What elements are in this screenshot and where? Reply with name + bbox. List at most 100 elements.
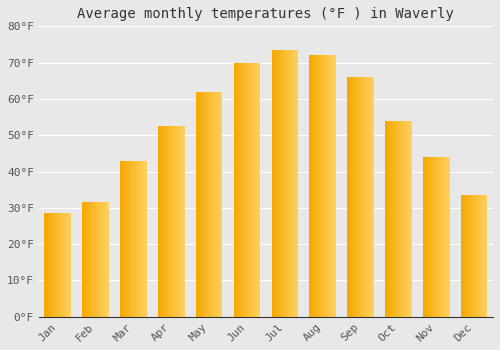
Bar [65, 213, 66, 317]
Bar [96, 202, 97, 317]
Bar [137, 161, 138, 317]
Bar [331, 55, 332, 317]
Bar [177, 126, 178, 317]
Bar [257, 63, 258, 317]
Bar [199, 92, 200, 317]
Bar [198, 92, 199, 317]
Bar [429, 157, 430, 317]
Bar [134, 161, 135, 317]
Bar [160, 126, 162, 317]
Bar [334, 55, 335, 317]
Bar [354, 77, 356, 317]
Bar [136, 161, 137, 317]
Bar [410, 121, 411, 317]
Bar [90, 202, 91, 317]
Bar [431, 157, 432, 317]
Bar [329, 55, 330, 317]
Bar [221, 92, 222, 317]
Bar [200, 92, 201, 317]
Bar [54, 213, 55, 317]
Bar [373, 77, 374, 317]
Bar [106, 202, 107, 317]
Bar [356, 77, 357, 317]
Bar [440, 157, 441, 317]
Bar [176, 126, 177, 317]
Bar [63, 213, 64, 317]
Bar [400, 121, 401, 317]
Bar [364, 77, 365, 317]
Bar [319, 55, 320, 317]
Bar [132, 161, 133, 317]
Bar [87, 202, 88, 317]
Bar [473, 195, 474, 317]
Bar [291, 50, 292, 317]
Bar [212, 92, 213, 317]
Bar [245, 63, 246, 317]
Bar [52, 213, 53, 317]
Bar [258, 63, 259, 317]
Bar [66, 213, 67, 317]
Bar [484, 195, 486, 317]
Bar [252, 63, 253, 317]
Bar [100, 202, 101, 317]
Bar [289, 50, 290, 317]
Bar [122, 161, 123, 317]
Bar [162, 126, 163, 317]
Bar [370, 77, 371, 317]
Bar [322, 55, 324, 317]
Bar [275, 50, 276, 317]
Bar [98, 202, 99, 317]
Bar [464, 195, 465, 317]
Bar [53, 213, 54, 317]
Bar [354, 77, 355, 317]
Bar [321, 55, 322, 317]
Bar [82, 202, 83, 317]
Bar [127, 161, 128, 317]
Bar [101, 202, 102, 317]
Bar [279, 50, 280, 317]
Bar [432, 157, 433, 317]
Bar [217, 92, 218, 317]
Bar [316, 55, 317, 317]
Bar [434, 157, 436, 317]
Bar [462, 195, 463, 317]
Bar [411, 121, 412, 317]
Bar [350, 77, 351, 317]
Bar [204, 92, 205, 317]
Bar [407, 121, 408, 317]
Bar [472, 195, 473, 317]
Bar [48, 213, 50, 317]
Bar [396, 121, 397, 317]
Bar [237, 63, 238, 317]
Bar [48, 213, 49, 317]
Bar [250, 63, 252, 317]
Bar [135, 161, 136, 317]
Bar [86, 202, 87, 317]
Bar [435, 157, 436, 317]
Bar [285, 50, 286, 317]
Bar [436, 157, 437, 317]
Bar [159, 126, 160, 317]
Bar [311, 55, 312, 317]
Bar [425, 157, 426, 317]
Bar [366, 77, 367, 317]
Bar [250, 63, 251, 317]
Bar [469, 195, 470, 317]
Bar [208, 92, 209, 317]
Bar [442, 157, 443, 317]
Bar [444, 157, 445, 317]
Bar [333, 55, 334, 317]
Bar [220, 92, 221, 317]
Bar [312, 55, 313, 317]
Bar [297, 50, 298, 317]
Bar [481, 195, 482, 317]
Bar [158, 126, 159, 317]
Bar [438, 157, 439, 317]
Bar [368, 77, 369, 317]
Bar [141, 161, 142, 317]
Bar [468, 195, 469, 317]
Bar [247, 63, 248, 317]
Bar [88, 202, 90, 317]
Bar [51, 213, 52, 317]
Bar [102, 202, 103, 317]
